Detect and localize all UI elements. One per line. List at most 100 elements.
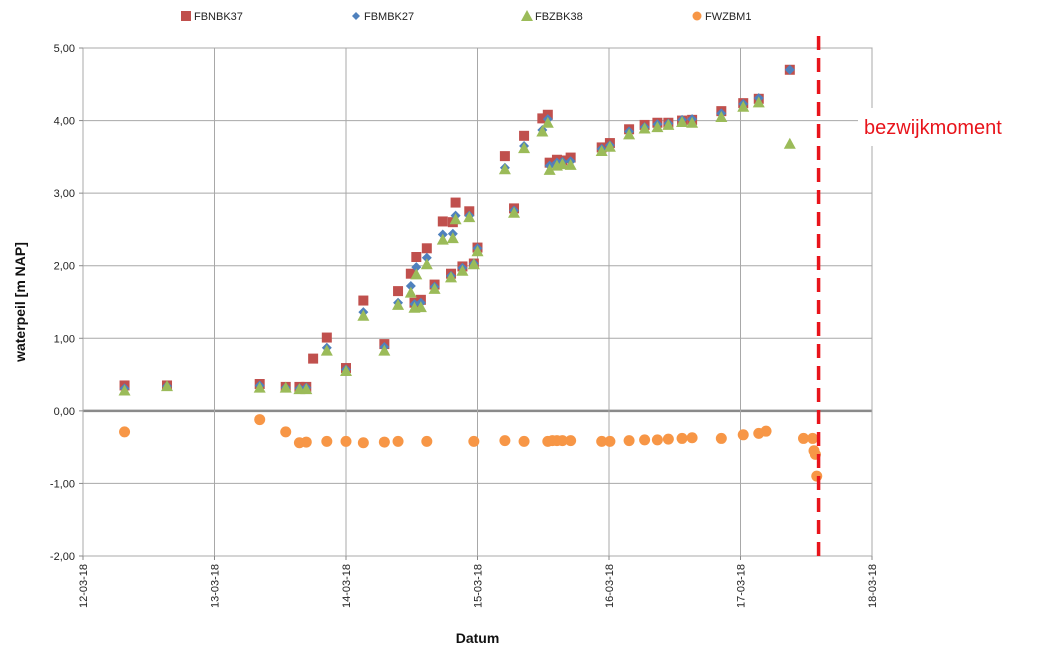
point-fwzbm1: [556, 435, 568, 447]
point-fwzbm1: [378, 436, 390, 448]
y-axis-title: waterpeil [m NAP]: [12, 242, 28, 363]
y-tick-label: -1,00: [50, 478, 75, 490]
point-fbnbk37: [421, 243, 432, 254]
y-tick-label: 0,00: [54, 406, 75, 418]
x-tick-label: 16-03-18: [604, 564, 616, 608]
point-fwzbm1: [565, 435, 577, 447]
point-fwzbm1: [798, 432, 810, 444]
series-fbmbk27: [119, 64, 795, 394]
legend-marker: [692, 11, 702, 21]
y-axis-ticks: 5,00 4,00 3,00 2,00 1,00 0,00 -1,00 -2,00: [50, 43, 83, 563]
legend-marker: [521, 10, 533, 21]
x-tick-label: 15-03-18: [473, 564, 485, 608]
legend-label: FWZBM1: [705, 11, 751, 23]
point-fbzbk38: [543, 163, 556, 175]
y-tick-label: -2,00: [50, 551, 75, 563]
point-fbnbk37: [358, 295, 369, 306]
point-fbzbk38: [357, 309, 370, 321]
point-fbzbk38: [686, 116, 699, 128]
y-tick-label: 2,00: [54, 261, 75, 273]
point-fbzbk38: [508, 206, 521, 218]
point-fbzbk38: [467, 258, 480, 270]
point-fbnbk37: [519, 130, 530, 141]
point-fbzbk38: [436, 233, 449, 245]
point-fwzbm1: [639, 434, 651, 446]
y-tick-label: 5,00: [54, 43, 75, 55]
x-axis-ticks: 12-03-18 13-03-18 14-03-18 15-03-18 16-03-18…: [78, 556, 879, 608]
legend-marker: [181, 11, 191, 21]
point-fwzbm1: [686, 432, 698, 444]
point-fbzbk38: [595, 145, 608, 157]
point-fbzbk38: [651, 121, 664, 133]
grid-lines: [82, 47, 873, 557]
point-fbzbk38: [463, 211, 476, 223]
point-fbnbk37: [321, 332, 332, 343]
point-fwzbm1: [676, 432, 688, 444]
legend: FBNBK37 FBMBK27 FBZBK38 FWZBM1: [181, 10, 751, 23]
point-fbzbk38: [161, 380, 174, 392]
point-fbzbk38: [378, 344, 391, 356]
point-fbzbk38: [536, 125, 549, 137]
y-tick-label: 3,00: [54, 188, 75, 200]
x-tick-label: 18-03-18: [867, 564, 879, 608]
point-fwzbm1: [280, 426, 292, 438]
x-tick-label: 17-03-18: [736, 564, 748, 608]
point-fbzbk38: [737, 100, 750, 112]
point-fbzbk38: [420, 258, 433, 270]
point-fbzbk38: [449, 213, 462, 225]
point-fwzbm1: [421, 435, 433, 447]
point-fbzbk38: [410, 268, 423, 280]
point-fbzbk38: [340, 364, 352, 376]
point-fbnbk37: [537, 113, 548, 124]
y-tick-label: 4,00: [54, 116, 75, 128]
legend-item-fbmbk27: FBMBK27: [352, 11, 414, 23]
point-fbzbk38: [428, 282, 441, 294]
point-fwzbm1: [737, 429, 749, 441]
point-fwzbm1: [811, 470, 823, 482]
annotation: bezwijkmoment: [816, 36, 1058, 560]
point-fwzbm1: [518, 435, 530, 447]
point-fwzbm1: [760, 425, 772, 437]
point-fwzbm1: [807, 432, 819, 444]
x-axis-title: Datum: [456, 630, 500, 646]
point-fbzbk38: [253, 381, 266, 393]
point-fwzbm1: [340, 435, 352, 447]
point-fwzbm1: [623, 435, 635, 447]
point-fbzbk38: [783, 137, 796, 149]
point-fbzbk38: [518, 142, 531, 154]
point-fbzbk38: [676, 116, 689, 128]
x-tick-label: 14-03-18: [341, 564, 353, 608]
point-fbzbk38: [446, 232, 459, 244]
point-fbnbk37: [450, 197, 461, 208]
point-fbnbk37: [437, 216, 448, 227]
legend-label: FBMBK27: [364, 11, 414, 23]
point-fwzbm1: [651, 434, 663, 446]
point-fbmbk27: [421, 252, 432, 263]
point-fbnbk37: [308, 353, 319, 364]
annotation-label: bezwijkmoment: [864, 117, 1002, 139]
x-tick-label: 13-03-18: [210, 564, 222, 608]
point-fwzbm1: [300, 436, 312, 448]
point-fbzbk38: [404, 286, 417, 298]
point-fwzbm1: [596, 435, 608, 447]
point-fbzbk38: [564, 158, 577, 170]
series-fwzbm1: [119, 414, 823, 482]
point-fbzbk38: [623, 128, 636, 140]
point-fbzbk38: [279, 381, 292, 393]
point-fbzbk38: [752, 96, 765, 108]
point-fbzbk38: [662, 118, 675, 130]
point-fbzbk38: [320, 344, 333, 356]
point-fbnbk37: [405, 268, 416, 279]
point-fbnbk37: [411, 252, 422, 263]
annotation-label-bg: [858, 108, 1058, 146]
point-fbzbk38: [715, 110, 728, 122]
point-fwzbm1: [604, 435, 616, 447]
legend-label: FBNBK37: [194, 11, 243, 23]
legend-item-fbzbk38: FBZBK38: [521, 10, 583, 23]
y-tick-label: 1,00: [54, 333, 75, 345]
point-fbzbk38: [300, 383, 313, 395]
point-fbzbk38: [498, 163, 511, 175]
point-fbzbk38: [471, 245, 484, 257]
point-fbzbk38: [603, 140, 616, 152]
